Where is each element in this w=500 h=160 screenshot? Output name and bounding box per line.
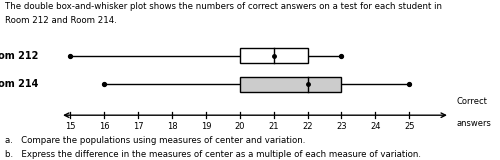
Text: 18: 18 [166,122,177,131]
Bar [240,48,308,63]
Text: 23: 23 [336,122,346,131]
Text: 16: 16 [99,122,110,131]
Text: 21: 21 [268,122,279,131]
Text: 15: 15 [65,122,76,131]
Bar [240,77,342,92]
Text: b.   Express the difference in the measures of center as a multiple of each meas: b. Express the difference in the measure… [5,150,421,159]
Text: The double box-and-whisker plot shows the numbers of correct answers on a test f: The double box-and-whisker plot shows th… [5,2,442,11]
Text: 22: 22 [302,122,313,131]
Text: 17: 17 [133,122,143,131]
Text: 24: 24 [370,122,380,131]
Text: Correct: Correct [456,97,488,106]
Text: 25: 25 [404,122,414,131]
Text: answers: answers [456,119,492,128]
Text: Room 214: Room 214 [0,80,38,89]
Text: 19: 19 [200,122,211,131]
Text: Room 212 and Room 214.: Room 212 and Room 214. [5,16,117,25]
Text: a.   Compare the populations using measures of center and variation.: a. Compare the populations using measure… [5,136,306,145]
Text: Room 212: Room 212 [0,51,38,61]
Text: 20: 20 [234,122,245,131]
